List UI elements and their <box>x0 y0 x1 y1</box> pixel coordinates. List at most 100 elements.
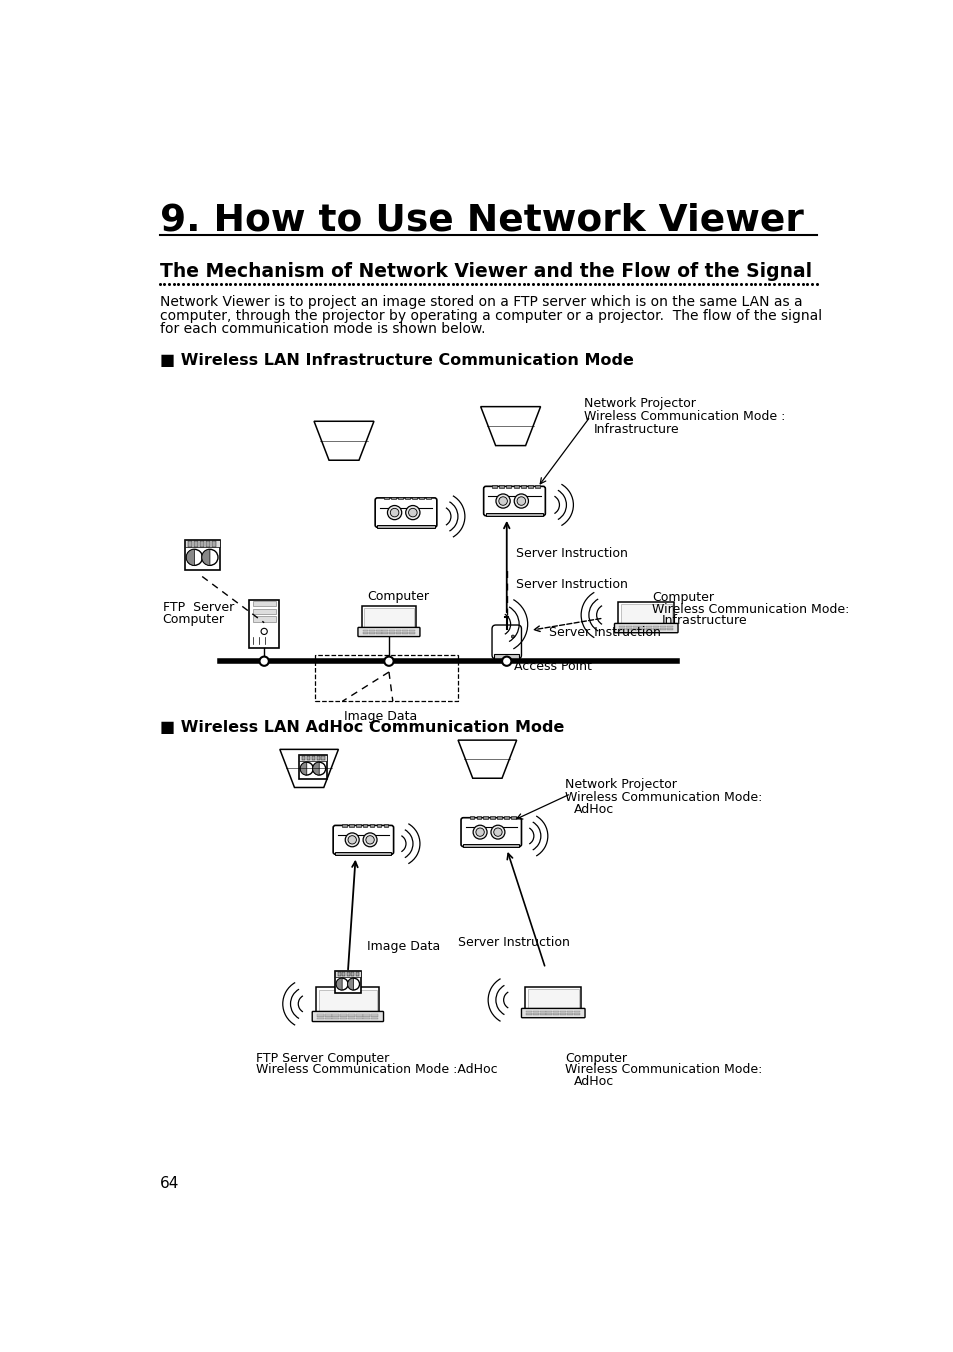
Bar <box>469 817 474 819</box>
Bar <box>341 825 346 827</box>
Text: AdHoc: AdHoc <box>574 803 614 815</box>
Text: AdHoc: AdHoc <box>574 1075 614 1088</box>
Bar <box>332 1014 339 1015</box>
Bar <box>337 972 340 976</box>
Bar <box>184 539 219 571</box>
FancyBboxPatch shape <box>357 627 419 637</box>
Bar <box>340 1018 347 1019</box>
Text: Computer: Computer <box>652 591 714 604</box>
Bar <box>249 600 278 648</box>
Circle shape <box>473 825 487 840</box>
Bar <box>348 1017 355 1018</box>
Bar <box>371 1018 377 1019</box>
Circle shape <box>501 657 511 665</box>
Bar <box>307 756 310 760</box>
Text: Wireless Communication Mode :AdHoc: Wireless Communication Mode :AdHoc <box>256 1063 497 1076</box>
Bar <box>371 1014 377 1015</box>
Bar <box>361 606 416 634</box>
FancyBboxPatch shape <box>492 625 521 658</box>
Text: 9. How to Use Network Viewer: 9. How to Use Network Viewer <box>159 203 802 238</box>
Circle shape <box>514 493 528 508</box>
Bar <box>302 756 305 760</box>
Bar <box>527 485 533 488</box>
Bar <box>511 817 516 819</box>
Circle shape <box>300 763 313 775</box>
Bar <box>298 754 327 761</box>
Bar <box>316 1018 323 1019</box>
Bar <box>363 1018 370 1019</box>
Bar <box>383 825 388 827</box>
Circle shape <box>387 506 401 519</box>
Text: FTP Server Computer: FTP Server Computer <box>256 1052 389 1064</box>
Bar <box>525 987 580 1015</box>
Circle shape <box>498 496 507 506</box>
Bar <box>362 825 367 827</box>
Bar <box>347 972 350 976</box>
Bar <box>520 485 525 488</box>
Bar <box>383 496 388 499</box>
Text: Server Instruction: Server Instruction <box>549 626 660 638</box>
Text: Network Projector: Network Projector <box>564 779 676 791</box>
Bar <box>371 1017 377 1018</box>
Text: for each communication mode is shown below.: for each communication mode is shown bel… <box>159 322 484 337</box>
Bar <box>419 496 424 499</box>
Text: The Mechanism of Network Viewer and the Flow of the Signal: The Mechanism of Network Viewer and the … <box>159 262 811 281</box>
Bar <box>351 972 354 976</box>
Circle shape <box>496 493 510 508</box>
Circle shape <box>335 977 348 990</box>
Bar <box>527 990 578 1013</box>
Text: Computer: Computer <box>162 612 224 626</box>
Bar <box>316 1014 323 1015</box>
Circle shape <box>348 836 356 844</box>
Bar <box>494 653 518 661</box>
Polygon shape <box>335 977 342 990</box>
Polygon shape <box>347 977 354 990</box>
Bar <box>188 541 192 546</box>
Bar <box>206 541 210 546</box>
Circle shape <box>366 836 374 844</box>
Bar <box>506 485 511 488</box>
Text: Image Data: Image Data <box>367 940 440 953</box>
Text: computer, through the projector by operating a computer or a projector.  The flo: computer, through the projector by opera… <box>159 308 821 323</box>
Text: Wireless Communication Mode :: Wireless Communication Mode : <box>583 410 785 423</box>
Text: Access Point: Access Point <box>514 660 592 673</box>
Bar <box>253 617 275 622</box>
Bar <box>316 1017 323 1018</box>
Circle shape <box>202 549 218 565</box>
Polygon shape <box>202 549 210 565</box>
Bar <box>355 972 358 976</box>
Bar <box>364 608 414 631</box>
Bar <box>492 485 497 488</box>
Circle shape <box>390 508 398 516</box>
Bar <box>355 1014 362 1015</box>
Bar <box>363 1014 370 1015</box>
Bar <box>348 825 354 827</box>
Bar <box>412 496 416 499</box>
Text: Image Data: Image Data <box>344 711 416 723</box>
Text: Computer: Computer <box>367 589 429 603</box>
Text: Computer: Computer <box>564 1052 626 1064</box>
Bar <box>369 825 375 827</box>
Circle shape <box>186 549 202 565</box>
Circle shape <box>491 825 504 840</box>
Bar <box>355 825 360 827</box>
Bar <box>340 1017 347 1018</box>
Bar <box>497 817 502 819</box>
Bar <box>363 1017 370 1018</box>
FancyBboxPatch shape <box>375 498 436 527</box>
Text: ■ Wireless LAN AdHoc Communication Mode: ■ Wireless LAN AdHoc Communication Mode <box>159 719 563 734</box>
Bar <box>405 496 410 499</box>
Bar <box>348 1014 355 1015</box>
Bar <box>463 844 518 848</box>
Text: 64: 64 <box>159 1175 179 1191</box>
FancyBboxPatch shape <box>614 623 678 633</box>
Circle shape <box>405 506 419 519</box>
Bar <box>485 514 542 516</box>
FancyBboxPatch shape <box>483 487 545 515</box>
Bar <box>355 1017 362 1018</box>
Bar <box>335 971 360 994</box>
Bar <box>318 990 376 1017</box>
Text: Wireless Communication Mode:: Wireless Communication Mode: <box>652 603 849 615</box>
Polygon shape <box>186 549 194 565</box>
Bar <box>312 756 314 760</box>
